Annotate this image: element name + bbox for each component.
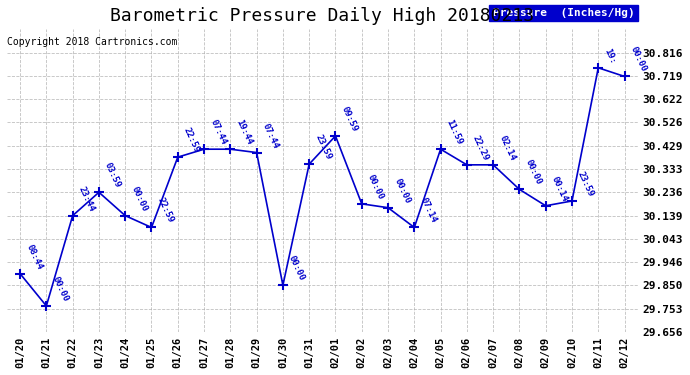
- Text: 00:00: 00:00: [524, 159, 543, 187]
- Text: 00:00: 00:00: [629, 45, 648, 74]
- Text: 07:14: 07:14: [418, 196, 438, 225]
- Text: 23:44: 23:44: [77, 185, 97, 213]
- Text: 00:00: 00:00: [50, 275, 70, 303]
- Text: 23:59: 23:59: [313, 133, 333, 161]
- Text: 08:44: 08:44: [24, 243, 43, 271]
- Text: 22:59: 22:59: [156, 196, 175, 225]
- Text: 02:14: 02:14: [497, 134, 517, 162]
- Text: 19:: 19:: [602, 46, 618, 65]
- Text: 19:44: 19:44: [235, 118, 254, 146]
- Text: 00:00: 00:00: [287, 254, 306, 282]
- Text: 11:59: 11:59: [445, 118, 464, 146]
- Text: 07:44: 07:44: [261, 122, 280, 150]
- Text: Copyright 2018 Cartronics.com: Copyright 2018 Cartronics.com: [7, 37, 177, 47]
- Text: 00:00: 00:00: [130, 185, 149, 213]
- Text: 22:59: 22:59: [182, 126, 201, 154]
- Text: 03:59: 03:59: [103, 161, 123, 189]
- Text: 00:00: 00:00: [366, 173, 386, 201]
- Text: 22:29: 22:29: [471, 134, 491, 162]
- Text: 07:44: 07:44: [208, 118, 228, 146]
- Text: 00:00: 00:00: [392, 177, 412, 205]
- Text: Pressure  (Inches/Hg): Pressure (Inches/Hg): [493, 8, 635, 18]
- Title: Barometric Pressure Daily High 20180213: Barometric Pressure Daily High 20180213: [110, 7, 534, 25]
- Text: 23:59: 23:59: [576, 170, 595, 198]
- Text: 00:14: 00:14: [550, 175, 569, 203]
- Text: 09:59: 09:59: [339, 105, 359, 133]
